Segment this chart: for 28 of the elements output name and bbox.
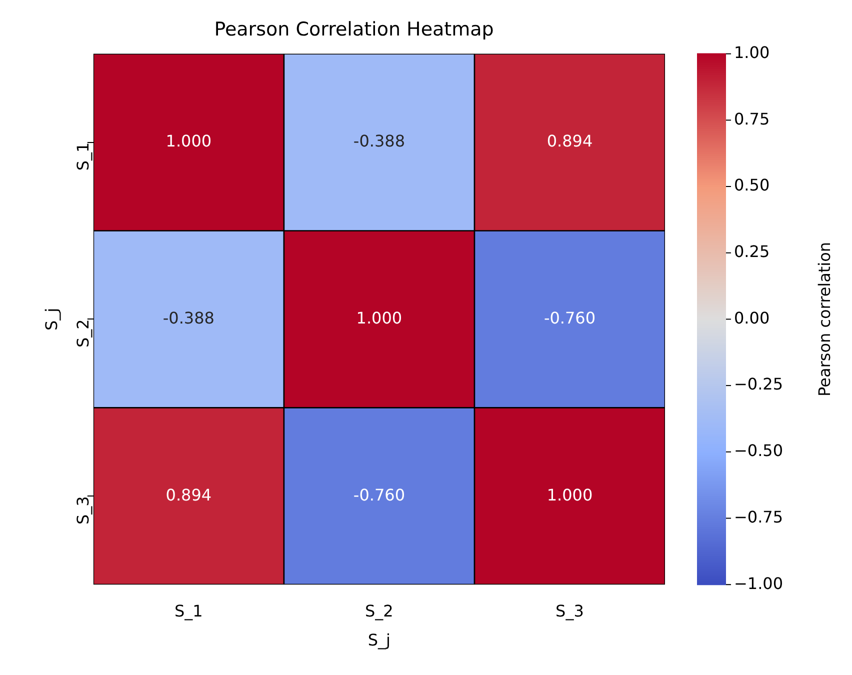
x-axis-title: S_j	[368, 630, 391, 650]
data-label: 1.000	[166, 131, 212, 150]
data-label: 0.894	[166, 485, 212, 504]
color-bar-label: −0.50	[734, 441, 784, 460]
color-bar-title: Pearson correlation	[815, 242, 834, 396]
color-bar-label: 0.25	[734, 242, 770, 262]
color-bar-label: −0.25	[734, 374, 784, 394]
y-tick-label: S_3	[74, 496, 93, 524]
data-label: -0.760	[353, 485, 405, 504]
color-bar-label: −1.00	[734, 574, 784, 593]
color-bar-label: 0.75	[734, 109, 770, 128]
y-tick-label: S_1	[74, 142, 93, 171]
data-label: 1.000	[546, 485, 593, 504]
x-tick-label: S_2	[365, 601, 394, 620]
color-bar-label: 0.00	[734, 308, 770, 328]
data-label: 0.894	[546, 131, 593, 150]
x-tick-label: S_1	[174, 601, 203, 620]
y-axis-title: S_j	[42, 308, 61, 331]
color-bar-label: 0.50	[734, 176, 770, 195]
y-tick-label: S_2	[74, 319, 93, 348]
color-bar-label: 1.00	[734, 42, 770, 62]
x-tick-label: S_3	[556, 601, 584, 620]
color-bar-label: −0.75	[734, 507, 784, 526]
data-label: -0.760	[544, 308, 596, 328]
data-label: -0.388	[353, 131, 405, 150]
data-label: 1.000	[356, 308, 402, 328]
chart-title: Pearson Correlation Heatmap	[214, 18, 494, 40]
data-label: -0.388	[162, 308, 214, 328]
